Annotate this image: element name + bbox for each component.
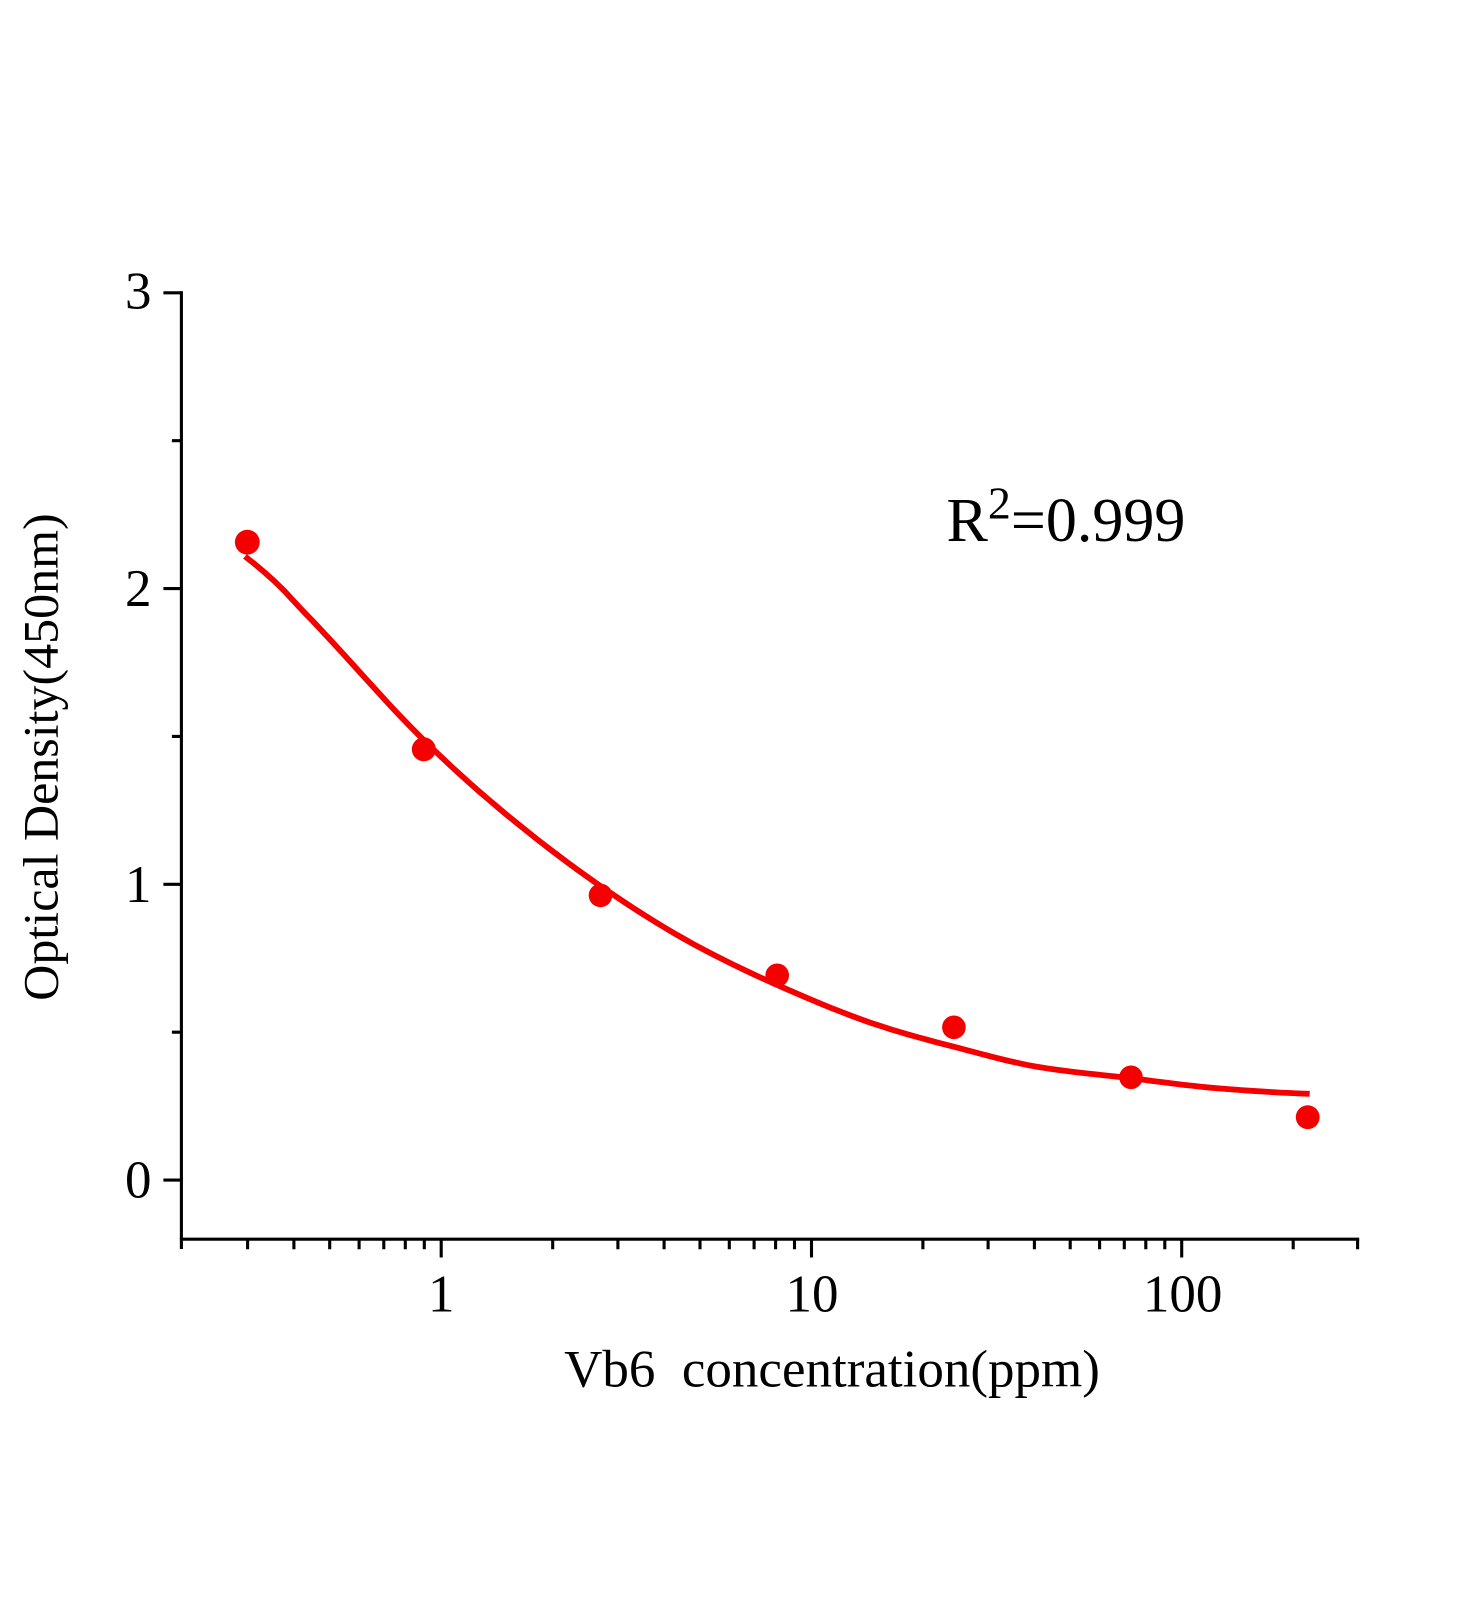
svg-text:0: 0: [125, 1152, 152, 1210]
svg-text:10: 10: [786, 1265, 839, 1323]
svg-text:1: 1: [125, 856, 152, 914]
svg-text:R2=0.999: R2=0.999: [947, 478, 1186, 556]
svg-text:2: 2: [125, 560, 152, 618]
svg-text:Optical Density(450nm): Optical Density(450nm): [13, 513, 69, 1000]
svg-text:1: 1: [428, 1265, 455, 1323]
svg-text:3: 3: [125, 262, 152, 320]
svg-text:Vb6 concentration(ppm): Vb6 concentration(ppm): [564, 1341, 1100, 1399]
svg-text:100: 100: [1143, 1265, 1223, 1323]
